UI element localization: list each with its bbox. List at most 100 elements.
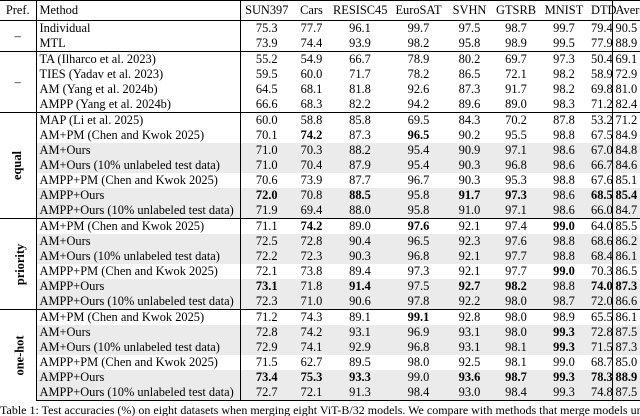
value-cell: 95.8 <box>390 203 447 219</box>
table-row: AMPP+Ours (10% unlabeled test data) 72.7 7… <box>0 385 640 401</box>
value-cell: 93.0 <box>447 385 492 401</box>
value-cell: 90.2 <box>458 128 481 142</box>
value-cell: 70.2 <box>492 112 540 128</box>
value-cell: 72.7 <box>240 385 293 401</box>
value-cell: 95.5 <box>505 128 527 142</box>
value-cell: 98.0 <box>492 325 540 340</box>
value-cell: 99.3 <box>540 370 588 385</box>
table-row: AM+Ours 72.5 72.8 90.4 96.5 92.3 97.6 98.8 68.6 8… <box>0 234 640 249</box>
value-cell: 88.2 <box>330 143 390 158</box>
value-cell: 69.1 <box>611 51 640 67</box>
value-cell: 92.7 <box>447 279 492 294</box>
value-cell: 60.0 <box>300 67 323 81</box>
value-cell: 97.1 <box>492 143 540 158</box>
value-cell: 90.5 <box>611 20 640 36</box>
table-row: AM+Ours (10% unlabeled test data) 72.9 74.… <box>0 340 640 355</box>
value-cell: 87.9 <box>330 158 390 173</box>
value-cell: 98.2 <box>492 279 540 294</box>
value-cell: 58.8 <box>293 112 330 128</box>
value-cell: 97.1 <box>492 203 540 219</box>
value-cell: 68.4 <box>588 249 613 264</box>
value-cell: 91.7 <box>447 188 492 203</box>
value-cell: 89.1 <box>330 309 390 325</box>
value-cell: 96.8 <box>492 158 540 173</box>
table-row: priority AM+PM (Chen and Kwok 2025) 71.1 74… <box>0 218 640 310</box>
value-cell: 95.4 <box>390 158 447 173</box>
value-cell: 72.1 <box>293 385 330 401</box>
value-cell: 60.0 <box>240 112 293 128</box>
value-cell: 74.8 <box>588 385 613 401</box>
value-cell: 71.0 <box>240 143 293 158</box>
value-cell: 92.2 <box>447 294 492 310</box>
value-cell: 98.8 <box>553 128 575 142</box>
table-row: AMPP+Ours 73.1 71.8 91.4 97.5 92.7 98.2 98.8 74.… <box>0 279 640 294</box>
value-cell: 86.1 <box>611 309 640 325</box>
value-cell: 98.0 <box>492 309 540 325</box>
value-cell: 86.5 <box>458 67 481 81</box>
value-cell: 74.1 <box>293 340 330 355</box>
value-cell: 98.2 <box>553 82 575 96</box>
value-cell: 71.2 <box>611 112 640 128</box>
pref-cell: equal <box>0 112 37 219</box>
method-cell: AMPP+PM (Chen and Kwok 2025) <box>36 173 241 188</box>
value-cell: 66.7 <box>588 158 613 173</box>
value-cell: 98.7 <box>540 294 588 310</box>
value-cell: 68.6 <box>588 234 613 249</box>
value-cell: 74.0 <box>588 279 613 294</box>
method-cell: AM+Ours (10% unlabeled test data) <box>36 340 241 355</box>
method-cell: AM+Ours (10% unlabeled test data) <box>36 158 241 173</box>
pref-cell: priority <box>0 218 37 310</box>
value-cell: 97.3 <box>492 188 540 203</box>
value-cell: 87.8 <box>540 112 588 128</box>
value-cell: 98.6 <box>540 203 588 219</box>
method-cell: AMPP+Ours <box>36 370 241 385</box>
column-header: MNIST <box>540 0 588 21</box>
table-row: AMPP (Yang et al. 2024b) 66.6 68.3 82.2 94.2… <box>0 97 640 113</box>
value-cell: 96.7 <box>407 173 430 187</box>
value-cell: 73.1 <box>240 279 293 294</box>
value-cell: 66.6 <box>255 97 278 111</box>
value-cell: 58.9 <box>591 67 613 81</box>
value-cell: 93.9 <box>349 36 371 50</box>
column-header: GTSRB <box>492 0 540 21</box>
value-cell: 70.1 <box>255 128 278 142</box>
value-cell: 73.8 <box>300 264 323 278</box>
value-cell: 97.3 <box>540 51 588 67</box>
value-cell: 81.0 <box>611 82 640 97</box>
column-header: SVHN <box>447 0 492 21</box>
value-cell: 66.7 <box>330 51 390 67</box>
value-cell: 62.7 <box>300 355 323 369</box>
value-cell: 97.6 <box>390 218 447 234</box>
method-cell: AM+Ours <box>36 234 241 249</box>
value-cell: 80.2 <box>447 51 492 67</box>
value-cell: 96.8 <box>390 249 447 264</box>
value-cell: 78.2 <box>407 67 430 81</box>
table-row: TIES (Yadav et al. 2023) 59.5 60.0 71.7 78.2… <box>0 67 640 82</box>
value-cell: 91.0 <box>447 203 492 219</box>
column-header: Cars <box>293 0 330 21</box>
method-cell: AMPP+Ours (10% unlabeled test data) <box>36 203 241 219</box>
value-cell: 97.7 <box>505 264 527 278</box>
value-cell: 74.2 <box>293 325 330 340</box>
value-cell: 82.4 <box>611 97 640 113</box>
value-cell: 98.6 <box>540 188 588 203</box>
value-cell: 81.8 <box>349 82 371 96</box>
value-cell: 74.2 <box>300 128 323 142</box>
value-cell: 72.8 <box>293 234 330 249</box>
value-cell: 75.3 <box>293 370 330 385</box>
value-cell: 85.8 <box>330 112 390 128</box>
value-cell: 99.7 <box>390 20 447 36</box>
table-row: AMPP+PM (Chen and Kwok 2025) 72.1 73.8 89.4… <box>0 264 640 279</box>
value-cell: 50.4 <box>588 51 613 67</box>
method-cell: AM (Yang et al. 2024b) <box>36 82 241 97</box>
column-header: DTD <box>588 0 616 21</box>
value-cell: 99.3 <box>540 385 588 401</box>
value-cell: 91.3 <box>330 385 390 401</box>
value-cell: 99.0 <box>553 355 575 369</box>
value-cell: 71.5 <box>588 340 613 355</box>
value-cell: 64.0 <box>588 218 613 234</box>
value-cell: 74.4 <box>300 36 323 50</box>
method-cell: AMPP (Yang et al. 2024b) <box>36 97 241 113</box>
value-cell: 99.3 <box>540 325 588 340</box>
